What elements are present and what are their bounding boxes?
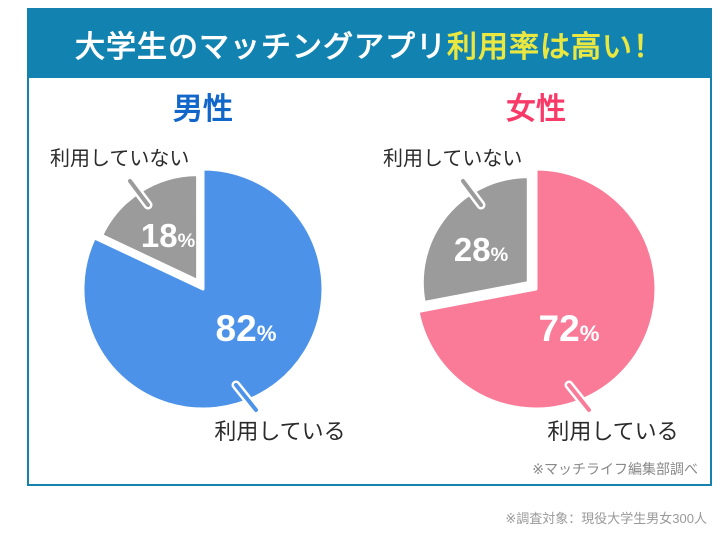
callout-label-using: 利用している — [547, 419, 679, 444]
pie-svg — [416, 167, 658, 415]
male-pie-chart: 利用していない 18% 82% 利用している — [38, 138, 368, 448]
pie-svg — [81, 167, 325, 415]
callout-label-using: 利用している — [214, 419, 346, 444]
survey-caption: ※調査対象：現役大学生男女300人 — [505, 511, 707, 526]
source-note: ※マッチライフ編集部調べ — [532, 461, 698, 477]
female-chart-column: 女性 利用していない 28% 72% 利用している — [370, 92, 702, 448]
charts-row: 男性 利用していない 18% 82% 利用している 女性 利用していない 28%… — [29, 78, 710, 448]
percent-using: 82% — [215, 308, 277, 349]
male-chart-column: 男性 利用していない 18% 82% 利用している — [37, 92, 369, 448]
header-title-main: 大学生のマッチングアプリ — [75, 31, 447, 64]
callout-label-not-using: 利用していない — [50, 148, 190, 170]
callout-label-not-using: 利用していない — [383, 148, 523, 170]
percent-not-using: 18% — [140, 217, 196, 254]
percent-not-using: 28% — [453, 231, 509, 268]
header-band: 大学生のマッチングアプリ 利用率は高い！ — [29, 10, 710, 78]
infographic-card: 大学生のマッチングアプリ 利用率は高い！ 男性 利用していない 18% 82% 利… — [27, 8, 712, 486]
gender-title: 女性 — [506, 93, 566, 126]
gender-title: 男性 — [173, 93, 233, 126]
percent-using: 72% — [538, 308, 600, 349]
header-title-accent: 利用率は高い！ — [447, 31, 664, 64]
female-pie-chart: 利用していない 28% 72% 利用している — [371, 138, 701, 448]
